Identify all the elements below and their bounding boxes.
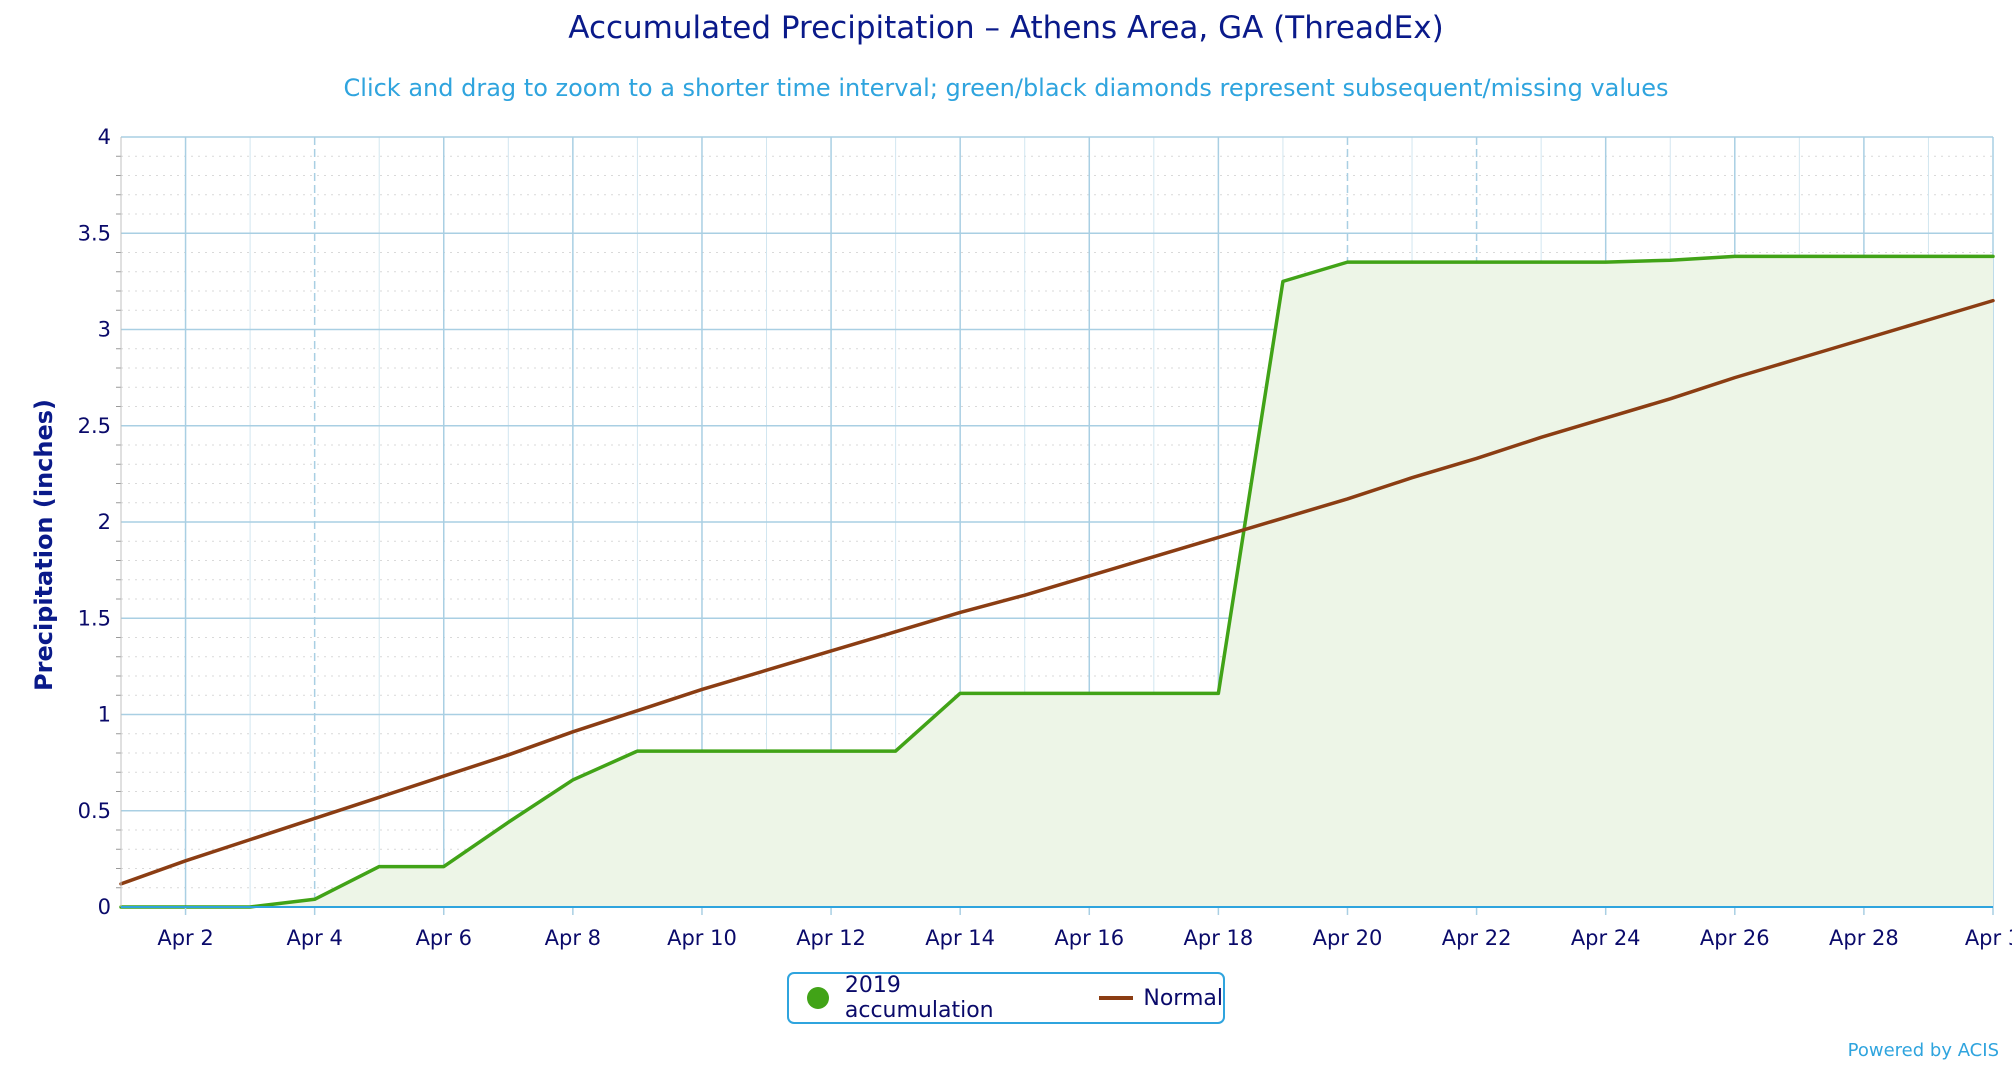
y-tick-label: 1.5 bbox=[78, 606, 111, 630]
point-2019-accumulation[interactable] bbox=[699, 748, 705, 754]
point-normal[interactable] bbox=[247, 837, 253, 843]
x-tick-label: Apr 6 bbox=[416, 926, 472, 950]
x-tick-label: Apr 28 bbox=[1829, 926, 1899, 950]
chart-legend: 2019 accumulation Normal bbox=[787, 972, 1225, 1024]
point-normal[interactable] bbox=[1086, 573, 1092, 579]
point-2019-accumulation[interactable] bbox=[1861, 253, 1867, 259]
x-tick-label: Apr 8 bbox=[545, 926, 601, 950]
point-2019-accumulation[interactable] bbox=[828, 748, 834, 754]
chart-title: Accumulated Precipitation – Athens Area,… bbox=[568, 10, 1444, 46]
y-tick-label: 0.5 bbox=[78, 799, 111, 823]
point-normal[interactable] bbox=[1151, 554, 1157, 560]
point-normal[interactable] bbox=[1280, 515, 1286, 521]
powered-by-credit[interactable]: Powered by ACIS bbox=[1847, 1040, 1999, 1061]
point-2019-accumulation[interactable] bbox=[505, 819, 511, 825]
area-layer bbox=[121, 256, 1993, 908]
x-tick-label: Apr 20 bbox=[1313, 926, 1383, 950]
point-normal[interactable] bbox=[1796, 355, 1802, 361]
point-normal[interactable] bbox=[1732, 375, 1738, 381]
point-normal[interactable] bbox=[893, 629, 899, 635]
point-2019-accumulation[interactable] bbox=[1603, 259, 1609, 265]
point-normal[interactable] bbox=[1861, 336, 1867, 342]
x-tick-label: Apr 12 bbox=[796, 926, 866, 950]
point-2019-accumulation[interactable] bbox=[570, 777, 576, 783]
y-tick-label: 3.5 bbox=[78, 221, 111, 245]
point-normal[interactable] bbox=[957, 609, 963, 615]
point-normal[interactable] bbox=[1538, 434, 1544, 440]
point-normal[interactable] bbox=[1474, 455, 1480, 461]
chart-subtitle: Click and drag to zoom to a shorter time… bbox=[343, 74, 1669, 102]
point-2019-accumulation[interactable] bbox=[1667, 257, 1673, 263]
point-normal[interactable] bbox=[764, 667, 770, 673]
y-tick-label: 3 bbox=[98, 318, 111, 342]
point-normal[interactable] bbox=[1603, 415, 1609, 421]
legend-item-normal[interactable]: Normal bbox=[1055, 986, 1223, 1011]
x-tick-label: Apr 24 bbox=[1571, 926, 1641, 950]
x-tick-label: Apr 16 bbox=[1054, 926, 1124, 950]
axis-layer: 0 0.5 1 1.5 2 2.5 3 3.5 4 Apr 2 Apr 4 Apr 6 Apr 8 Apr… bbox=[78, 125, 2012, 950]
point-normal[interactable] bbox=[634, 708, 640, 714]
point-2019-accumulation[interactable] bbox=[1215, 690, 1221, 696]
series-line-normal[interactable] bbox=[119, 298, 1995, 886]
point-normal[interactable] bbox=[1344, 496, 1350, 502]
point-normal[interactable] bbox=[1667, 396, 1673, 402]
point-normal[interactable] bbox=[1022, 592, 1028, 598]
point-normal[interactable] bbox=[183, 858, 189, 864]
x-tick-label: Apr 18 bbox=[1184, 926, 1254, 950]
point-2019-accumulation[interactable] bbox=[957, 690, 963, 696]
point-2019-accumulation[interactable] bbox=[1409, 259, 1415, 265]
point-normal[interactable] bbox=[1409, 475, 1415, 481]
legend-label-2019: 2019 accumulation bbox=[844, 973, 994, 1023]
point-2019-accumulation[interactable] bbox=[1280, 278, 1286, 284]
point-normal[interactable] bbox=[441, 773, 447, 779]
x-tick-label: Apr 4 bbox=[286, 926, 342, 950]
y-tick-label: 2 bbox=[98, 510, 111, 534]
x-tick-label: Apr 10 bbox=[667, 926, 737, 950]
point-2019-accumulation[interactable] bbox=[1022, 690, 1028, 696]
area-2019-accumulation bbox=[121, 256, 1993, 908]
series-line-2019-accumulation[interactable] bbox=[119, 254, 1995, 909]
point-normal[interactable] bbox=[828, 648, 834, 654]
x-tick-label: Apr 2 bbox=[157, 926, 213, 950]
point-2019-accumulation[interactable] bbox=[441, 864, 447, 870]
series-layer bbox=[119, 253, 1996, 909]
legend-item-2019[interactable]: 2019 accumulation bbox=[789, 973, 1055, 1023]
point-2019-accumulation[interactable] bbox=[1925, 253, 1931, 259]
x-tick-label: Apr 22 bbox=[1442, 926, 1512, 950]
point-2019-accumulation[interactable] bbox=[634, 748, 640, 754]
point-2019-accumulation[interactable] bbox=[1151, 690, 1157, 696]
point-normal[interactable] bbox=[376, 794, 382, 800]
point-2019-accumulation[interactable] bbox=[1990, 253, 1996, 259]
point-2019-accumulation[interactable] bbox=[893, 748, 899, 754]
point-normal[interactable] bbox=[1925, 317, 1931, 323]
point-normal[interactable] bbox=[699, 686, 705, 692]
point-2019-accumulation[interactable] bbox=[1796, 253, 1802, 259]
point-normal[interactable] bbox=[312, 815, 318, 821]
x-tick-label: Apr 26 bbox=[1700, 926, 1770, 950]
point-normal[interactable] bbox=[1215, 534, 1221, 540]
legend-label-normal: Normal bbox=[1143, 985, 1223, 1011]
x-tick-label: Apr 3 bbox=[1965, 926, 2012, 950]
point-2019-accumulation[interactable] bbox=[764, 748, 770, 754]
point-2019-accumulation[interactable] bbox=[1344, 259, 1350, 265]
y-axis-label: Precipitation (inches) bbox=[30, 399, 58, 691]
x-tick-label: Apr 14 bbox=[925, 926, 995, 950]
point-2019-accumulation[interactable] bbox=[312, 896, 318, 902]
y-tick-label: 0 bbox=[98, 895, 111, 919]
point-2019-accumulation[interactable] bbox=[376, 864, 382, 870]
y-tick-label: 1 bbox=[98, 703, 111, 727]
point-2019-accumulation[interactable] bbox=[1474, 259, 1480, 265]
y-tick-label: 4 bbox=[98, 125, 111, 149]
point-normal[interactable] bbox=[505, 752, 511, 758]
legend-dot-icon bbox=[807, 987, 829, 1009]
y-tick-label: 2.5 bbox=[78, 414, 111, 438]
point-normal[interactable] bbox=[1990, 298, 1996, 304]
point-2019-accumulation[interactable] bbox=[1086, 690, 1092, 696]
legend-line-icon bbox=[1099, 996, 1134, 1000]
point-2019-accumulation[interactable] bbox=[1732, 253, 1738, 259]
point-normal[interactable] bbox=[570, 729, 576, 735]
point-2019-accumulation[interactable] bbox=[1538, 259, 1544, 265]
